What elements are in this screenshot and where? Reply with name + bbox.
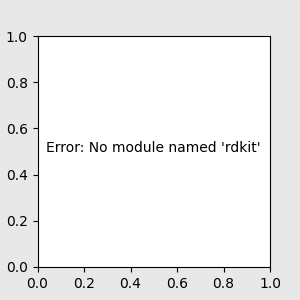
Text: Error: No module named 'rdkit': Error: No module named 'rdkit': [46, 140, 261, 154]
